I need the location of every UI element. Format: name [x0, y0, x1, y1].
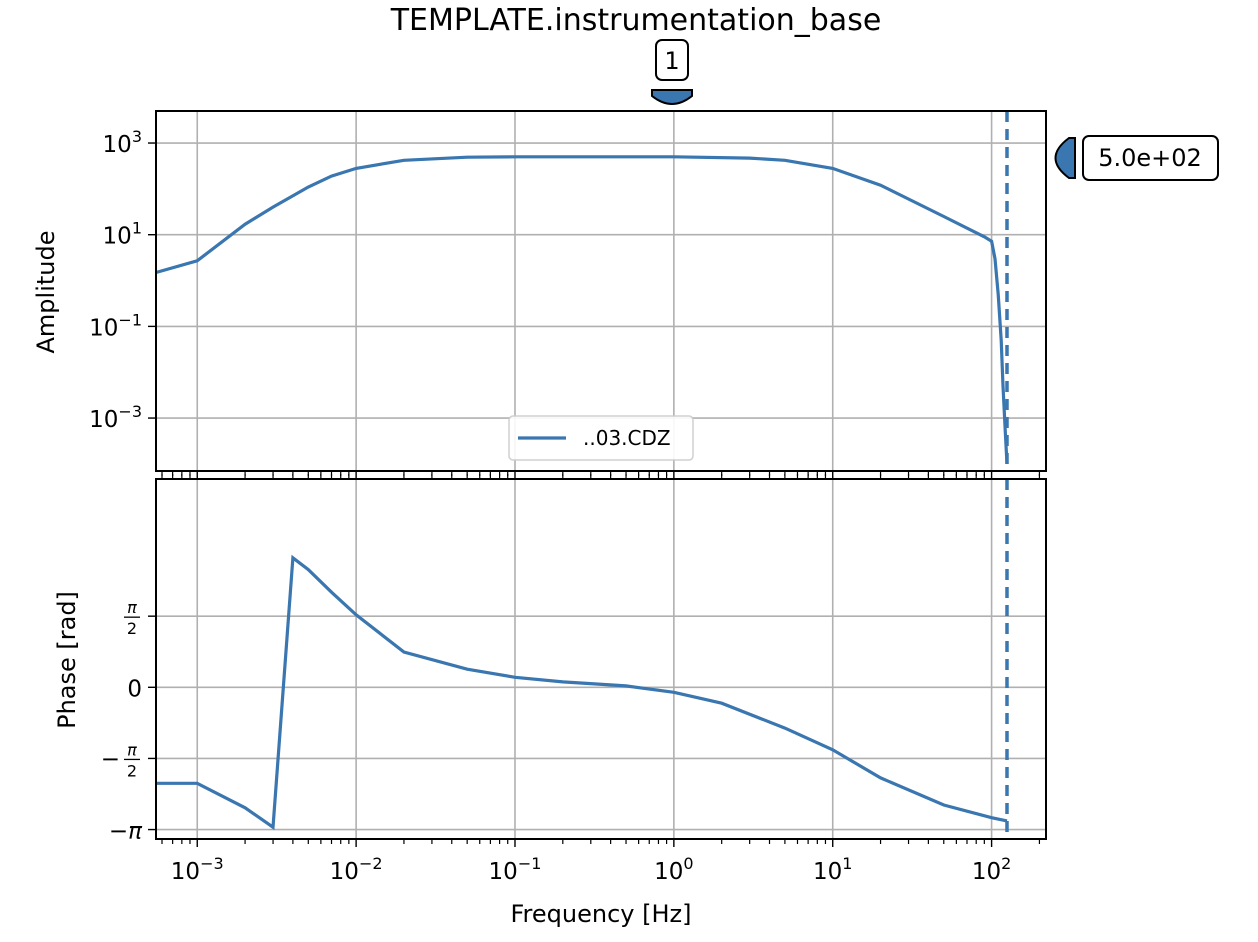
x-tick-label: 10−2 [330, 854, 383, 885]
legend-box [508, 415, 694, 461]
x-tick-label: 10−1 [489, 854, 542, 885]
y-tick-label: 103 [103, 127, 142, 158]
series-line [156, 554, 1008, 831]
x-tick-label: 101 [813, 854, 852, 885]
svg-text:π: π [127, 598, 137, 617]
x-axis-label: Frequency [Hz] [511, 900, 692, 928]
x-tick-label: 100 [654, 854, 693, 885]
phase-y-axis-label: Phase [rad] [53, 591, 81, 729]
gain-marker-icon [1054, 137, 1076, 179]
plot-frame [155, 110, 1047, 472]
reference-marker-label: 1 [664, 47, 679, 75]
svg-text:π: π [127, 740, 137, 759]
reference-marker: 1 [651, 39, 693, 105]
series-line [156, 155, 1009, 464]
svg-text:−: − [101, 746, 120, 772]
x-tick-label: 102 [972, 854, 1011, 885]
svg-text:2: 2 [127, 619, 137, 638]
y-tick-label: 10−3 [89, 402, 142, 433]
legend-label: ..03.CDZ [583, 426, 671, 450]
chart-title: TEMPLATE.instrumentation_base [390, 3, 882, 38]
reference-marker-icon [651, 89, 693, 105]
plot-frame [155, 478, 1047, 840]
y-tick-label: − π 2 [101, 740, 140, 780]
x-tick-label: 10−3 [171, 854, 224, 885]
svg-text:2: 2 [127, 761, 137, 780]
amplitude-panel: 103 101 10−1 10−3 ..03.CDZ [89, 110, 1047, 479]
gain-marker-box [1082, 135, 1219, 181]
y-tick-label: −π [109, 819, 143, 845]
y-tick-label: 101 [103, 219, 142, 250]
phase-panel: π20− π2−π10−3 10−2 10−1 100 101 102 [101, 474, 1047, 885]
y-tick-label: 10−1 [89, 310, 142, 341]
gain-marker: 5.0e+02 [1054, 135, 1219, 181]
amplitude-y-axis-label: Amplitude [32, 231, 60, 354]
gain-marker-label: 5.0e+02 [1098, 144, 1202, 172]
y-tick-label: π2 [124, 598, 140, 638]
y-tick-label: 0 [127, 676, 142, 702]
reference-marker-box [655, 39, 689, 81]
legend: ..03.CDZ [508, 415, 694, 461]
